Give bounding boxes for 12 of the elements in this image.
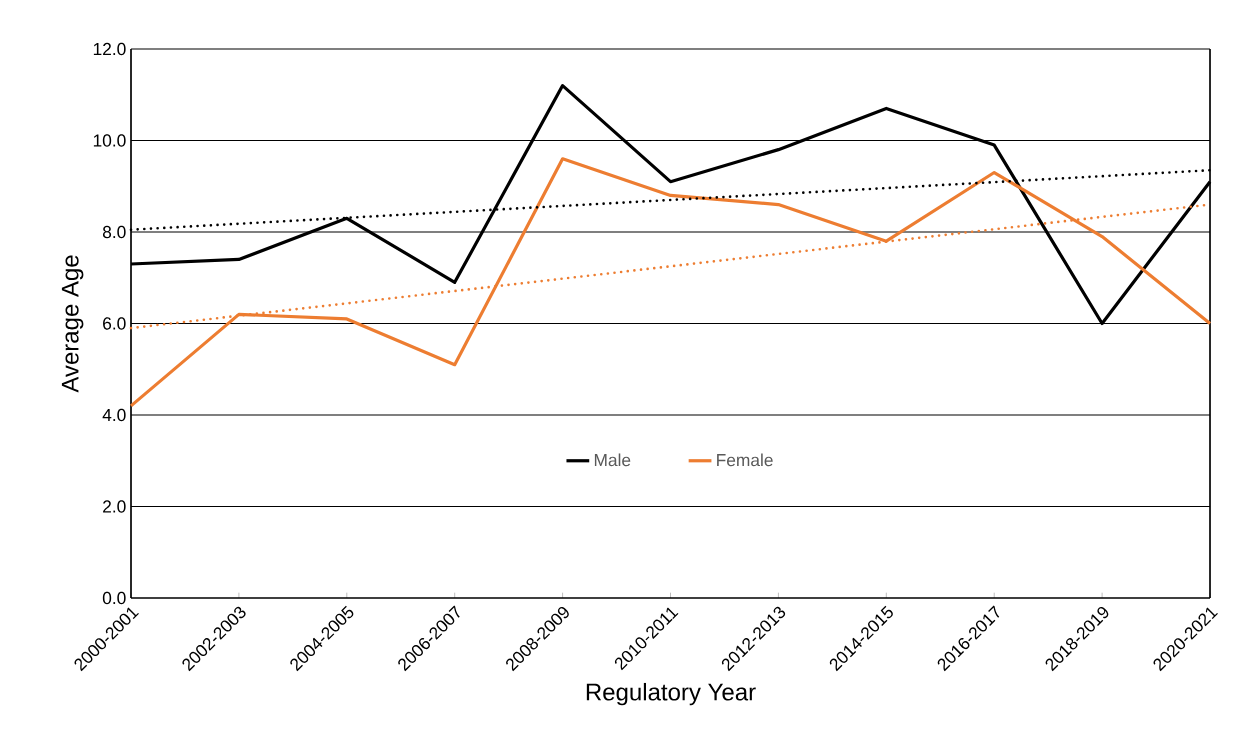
y-tick-label: 6.0	[103, 317, 126, 330]
y-tick-label: 0.0	[102, 591, 126, 605]
y-tick-label: 8.0	[102, 225, 126, 239]
y-tick-label: 4.0	[102, 408, 126, 422]
y-tick-label: 2.0	[103, 500, 126, 513]
x-axis-title: Regulatory Year	[586, 682, 756, 706]
y-axis-title: Average Age	[61, 255, 84, 393]
legend-label: Female	[717, 453, 773, 467]
y-tick-label: 12.0	[93, 42, 126, 56]
y-tick-label: 10.0	[93, 134, 126, 147]
line-series	[129, 157, 1212, 408]
legend-label: Male	[594, 453, 631, 467]
